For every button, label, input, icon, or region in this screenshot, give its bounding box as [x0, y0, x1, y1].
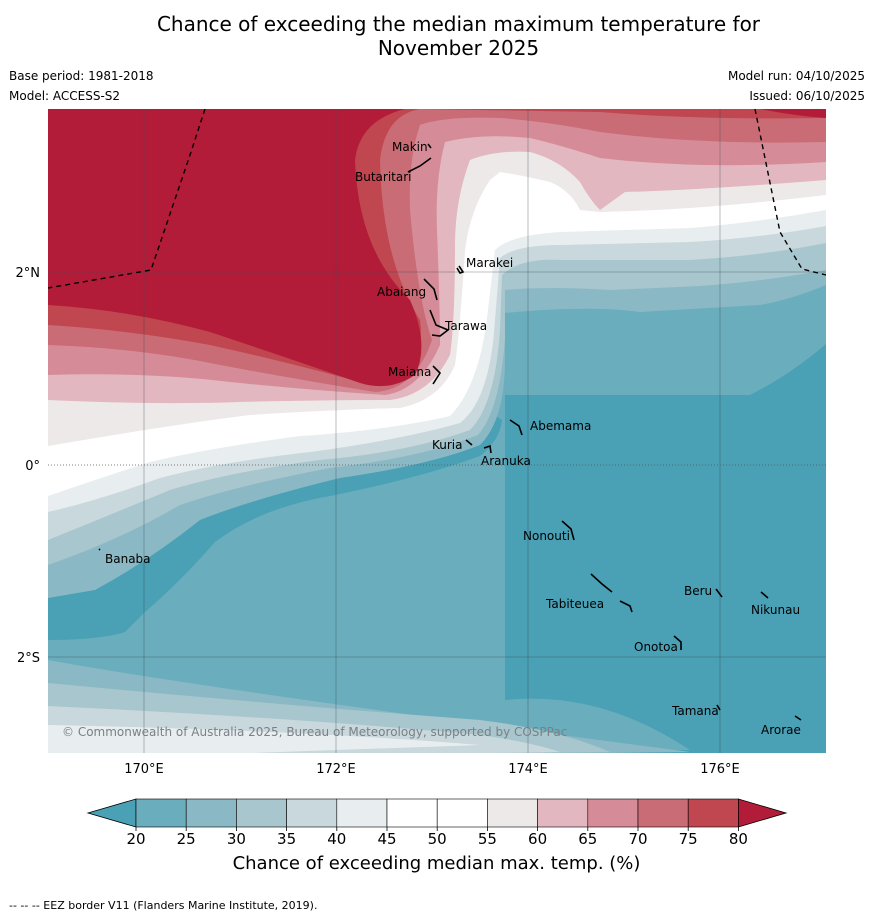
colorbar: 20 25 30 35 40 45 50 55 60 65 70 75 80: [86, 798, 788, 848]
island-butaritari: [407, 157, 432, 173]
colorbar-extend-low: [86, 798, 137, 828]
band-above-80-ne: [760, 109, 826, 118]
colorbar-tick-label: 50: [428, 830, 447, 848]
model-run: Model run: 04/10/2025: [727, 69, 865, 83]
island-nikunau: [760, 591, 769, 599]
island-maiana: [432, 365, 442, 385]
colorbar-tick-label: 65: [578, 830, 597, 848]
colorbar-segment: [135, 798, 187, 828]
lat-label-2n: 2°N: [16, 266, 41, 281]
label-tamana: Tamana: [671, 704, 719, 718]
label-abemama: Abemama: [530, 419, 591, 433]
colorbar-tick-label: 60: [528, 830, 547, 848]
label-abaiang: Abaiang: [377, 285, 426, 299]
label-makin: Makin: [392, 140, 428, 154]
island-beru: [715, 588, 723, 598]
label-nikunau: Nikunau: [751, 603, 800, 617]
island-tabiteuea-south: [619, 600, 633, 613]
islands: [98, 143, 802, 721]
axis-labels: 2°N 0° 2°S 170°E 172°E 174°E 176°E: [16, 266, 740, 777]
colorbar-tick-label: 20: [126, 830, 145, 848]
label-onotoa: Onotoa: [634, 640, 678, 654]
colorbar-segment: [637, 798, 689, 828]
model-name: Model: ACCESS-S2: [9, 89, 121, 103]
label-marakei: Marakei: [466, 256, 513, 270]
meta-right: Model run: 04/10/2025 Issued: 06/10/2025: [728, 66, 865, 106]
title-line-2: November 2025: [377, 36, 540, 60]
colorbar-tick-label: 80: [729, 830, 748, 848]
colorbar-title: Chance of exceeding median max. temp. (%…: [232, 853, 641, 874]
lon-label-174e: 174°E: [508, 762, 548, 777]
label-tabiteuea: Tabiteuea: [545, 597, 604, 611]
island-makin: [427, 143, 432, 149]
band-above-80: [48, 109, 422, 387]
lat-label-2s: 2°S: [17, 651, 40, 666]
island-tamana: [716, 704, 721, 711]
label-aranuka: Aranuka: [481, 454, 531, 468]
colorbar-segment: [386, 798, 438, 828]
colorbar-tick-label: 45: [377, 830, 396, 848]
colorbar-segment: [687, 798, 739, 828]
eez-border: [48, 109, 826, 289]
label-banaba: Banaba: [105, 552, 151, 566]
colorbar-extend-high: [738, 798, 788, 828]
colorbar-segment: [286, 798, 338, 828]
colorbar-tick-label: 25: [177, 830, 196, 848]
copyright-text: © Commonwealth of Australia 2025, Bureau…: [62, 725, 567, 739]
place-labels: Makin Butaritari Marakei Abaiang Tarawa …: [105, 140, 801, 737]
island-abemama: [509, 419, 523, 436]
colorbar-segment: [236, 798, 287, 828]
lon-label-170e: 170°E: [124, 762, 164, 777]
colorbar-segment: [185, 798, 237, 828]
colorbar-segment: [587, 798, 639, 828]
label-arorae: Arorae: [761, 723, 801, 737]
map-title: Chance of exceeding the median maximum t…: [0, 12, 873, 60]
island-kuria: [465, 439, 473, 446]
colorbar-tick-label: 35: [277, 830, 296, 848]
colorbar-segment: [336, 798, 388, 828]
lat-label-0: 0°: [25, 459, 40, 474]
meta-left: Base period: 1981-2018 Model: ACCESS-S2: [9, 66, 154, 106]
eez-footnote: -- -- -- EEZ border V11 (Flanders Marine…: [9, 899, 318, 912]
colorbar-tick-label: 70: [628, 830, 647, 848]
island-tabiteuea-north: [590, 573, 613, 593]
colorbar-segment: [487, 798, 538, 828]
label-beru: Beru: [684, 584, 712, 598]
graticule: [48, 109, 826, 753]
probability-field: Makin Butaritari Marakei Abaiang Tarawa …: [48, 109, 826, 753]
island-tarawa: [429, 309, 450, 337]
island-marakei: [456, 265, 465, 274]
colorbar-segment: [537, 798, 589, 828]
label-maiana: Maiana: [388, 365, 431, 379]
island-arorae: [794, 715, 802, 721]
colorbar-tick-label: 55: [478, 830, 497, 848]
island-abaiang: [423, 278, 438, 301]
issued-date: Issued: 06/10/2025: [749, 89, 865, 103]
island-onotoa: [673, 635, 682, 650]
island-aranuka: [483, 444, 492, 454]
lon-label-172e: 172°E: [316, 762, 356, 777]
title-line-1: Chance of exceeding the median maximum t…: [156, 12, 761, 36]
label-kuria: Kuria: [432, 438, 463, 452]
colorbar-tick-label: 75: [679, 830, 698, 848]
colorbar-tick-label: 30: [227, 830, 246, 848]
lon-label-176e: 176°E: [700, 762, 740, 777]
label-butaritari: Butaritari: [355, 170, 412, 184]
island-nonouti: [561, 520, 575, 541]
label-nonouti: Nonouti: [523, 529, 570, 543]
label-tarawa: Tarawa: [444, 319, 487, 333]
colorbar-segment: [436, 798, 488, 828]
colorbar-tick-label: 40: [327, 830, 346, 848]
island-banaba: [98, 548, 101, 551]
base-period: Base period: 1981-2018: [9, 69, 154, 83]
